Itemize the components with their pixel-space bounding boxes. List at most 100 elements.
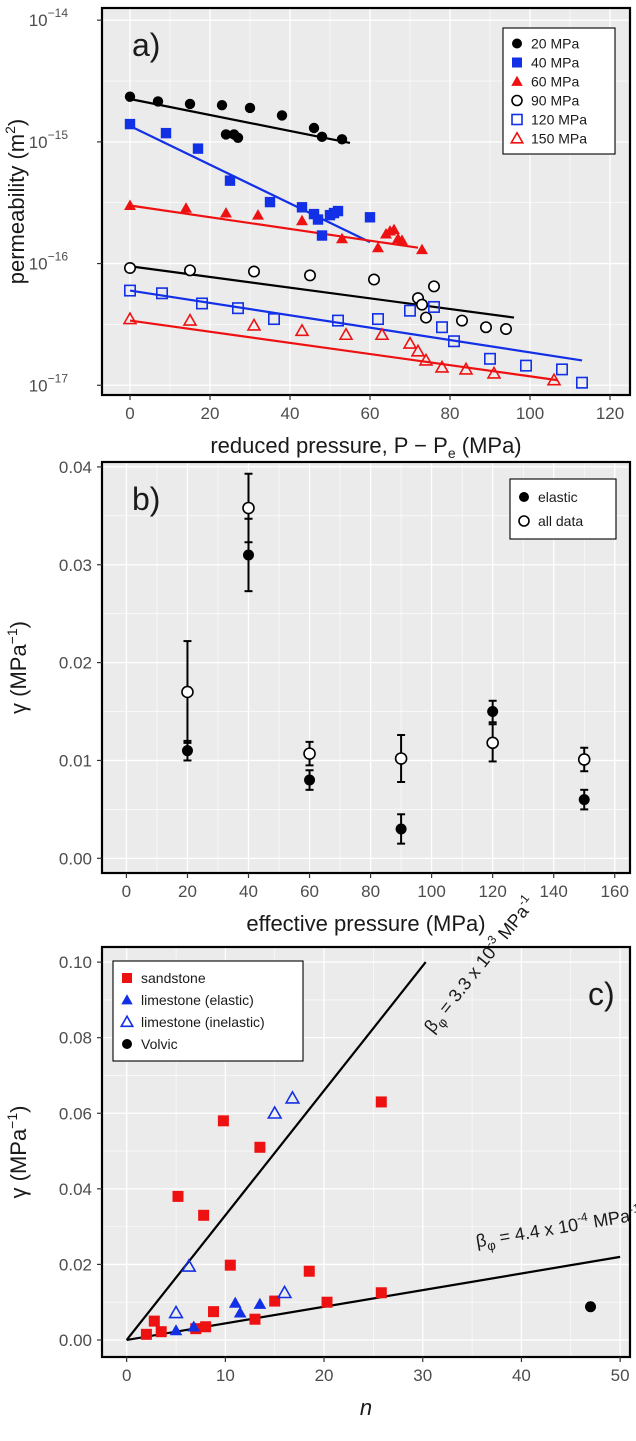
x-tick-label: 10 <box>216 1366 235 1385</box>
data-point-elastic <box>304 774 316 786</box>
x-tick-label: 40 <box>281 404 300 423</box>
data-point-60-mpa <box>388 223 400 235</box>
legend-key <box>519 492 529 502</box>
data-point-90-mpa <box>419 311 432 324</box>
x-tick-label: 80 <box>441 404 460 423</box>
data-point-150-mpa <box>182 312 198 326</box>
legend-key <box>511 75 523 86</box>
fit-line-150-mpa <box>129 319 559 382</box>
data-point-120-mpa <box>267 313 280 326</box>
data-point-elastic <box>487 706 499 718</box>
data-point-120-mpa <box>371 313 384 326</box>
data-point-40-mpa <box>224 175 236 186</box>
data-point-sandstone <box>140 1328 152 1340</box>
y-tick-exponent: −14 <box>48 6 69 20</box>
data-point-limestone-inelastic- <box>168 1304 184 1319</box>
data-point-sandstone <box>217 1115 229 1127</box>
y-tick-label: 0.00 <box>59 849 92 868</box>
data-point-limestone-inelastic- <box>284 1090 301 1104</box>
data-point-90-mpa <box>455 314 468 327</box>
data-point-20-mpa <box>216 100 228 111</box>
data-point-20-mpa <box>220 129 232 140</box>
data-point-150-mpa <box>434 359 450 373</box>
data-point-150-mpa <box>546 372 562 386</box>
data-point-sandstone <box>155 1326 167 1338</box>
x-axis-label: reduced pressure, P − Pe (MPa) <box>210 433 521 461</box>
data-point-limestone-elastic- <box>169 1324 183 1336</box>
legend-box <box>502 27 616 155</box>
data-point-150-mpa <box>486 365 502 379</box>
data-layer <box>181 472 591 845</box>
data-layer <box>125 961 621 1342</box>
y-axis-label-text: permeability (m <box>4 134 29 284</box>
panel-letter: a) <box>132 27 160 63</box>
legend-key <box>121 994 133 1005</box>
data-point-90-mpa <box>303 269 316 282</box>
data-point-60-mpa <box>252 209 264 220</box>
y-axis-label: permeability (m2) <box>2 119 29 285</box>
y-tick-label: 0.08 <box>59 1029 92 1048</box>
y-tick-label: 10−15 <box>29 128 69 152</box>
data-point-120-mpa <box>483 352 496 365</box>
data-point-120-mpa <box>435 321 448 334</box>
panel-border <box>100 6 632 397</box>
x-tick-label: 100 <box>417 882 445 901</box>
y-tick-label: 0.04 <box>59 458 92 477</box>
data-point-40-mpa <box>312 214 324 225</box>
data-point-60-mpa <box>396 234 408 245</box>
data-point-20-mpa <box>124 91 136 102</box>
data-point-90-mpa <box>415 298 428 311</box>
data-point-40-mpa <box>364 212 376 223</box>
x-tick-label: 120 <box>596 404 624 423</box>
data-point-150-mpa <box>246 317 262 331</box>
fit-line-120-mpa <box>129 289 583 362</box>
panel-letter: c) <box>588 976 615 1012</box>
data-point-limestone-inelastic- <box>181 1258 197 1272</box>
legend: 20 MPa 40 MPa 60 MPa 90 MPa 120 MPa 150 MPa <box>502 27 616 155</box>
y-tick-base: 10 <box>29 11 48 30</box>
data-point-120-mpa <box>555 363 568 376</box>
y-axis-label-superscript: −1 <box>4 1113 20 1129</box>
y-tick-label: 0.02 <box>59 1255 92 1274</box>
beta-subscript: φ <box>486 1237 497 1253</box>
x-axis-label-text: effective pressure (MPa) <box>246 911 485 936</box>
y-tick-base: 10 <box>29 255 48 274</box>
data-point-20-mpa <box>276 110 288 121</box>
data-point-40-mpa <box>296 202 308 213</box>
data-point-sandstone <box>148 1315 160 1327</box>
data-point-sandstone <box>375 1096 387 1108</box>
x-tick-label: 60 <box>361 404 380 423</box>
data-point-elastic <box>181 745 193 757</box>
y-axis-label: γ (MPa−1) <box>4 1106 31 1199</box>
legend-key <box>511 113 523 126</box>
y-tick-label: 0.06 <box>59 1104 92 1123</box>
axis-ticks: 0 20 40 60 80 100 120 140 160 0.00 0.01 0.02 0.03 0.0… <box>59 458 629 901</box>
data-point-90-mpa <box>184 264 197 277</box>
y-tick-exponent: −16 <box>48 250 69 264</box>
y-axis-label-superscript: 2 <box>2 126 18 134</box>
legend-label: sandstone <box>141 970 206 986</box>
data-point-120-mpa <box>519 359 532 372</box>
data-point-120-mpa <box>427 300 440 313</box>
legend-label: limestone (elastic) <box>141 992 254 1008</box>
y-axis-label-tail: ) <box>6 1106 31 1113</box>
beta-line-1 <box>125 961 427 1341</box>
data-point-40-mpa <box>160 127 172 139</box>
beta-unit-exponent: -1 <box>628 1201 636 1217</box>
data-point-150-mpa <box>402 335 418 349</box>
y-tick-label: 0.04 <box>59 1180 92 1199</box>
panel-c: 0 10 20 30 40 50 0.00 0.02 0.04 0.06 0.08 0.10 n γ (M… <box>4 891 636 1420</box>
legend-box <box>509 478 617 540</box>
data-point-150-mpa <box>294 323 310 337</box>
y-tick-label: 0.00 <box>59 1331 92 1350</box>
data-point-all-data <box>303 747 316 760</box>
beta-unit: MPa <box>491 901 533 947</box>
legend-label: 150 MPa <box>531 131 587 147</box>
fit-line-20-mpa <box>129 97 351 145</box>
data-point-120-mpa <box>403 304 416 317</box>
y-axis-label-tail: ) <box>6 621 31 628</box>
legend-label: 120 MPa <box>531 112 587 128</box>
x-tick-label: 80 <box>361 882 380 901</box>
